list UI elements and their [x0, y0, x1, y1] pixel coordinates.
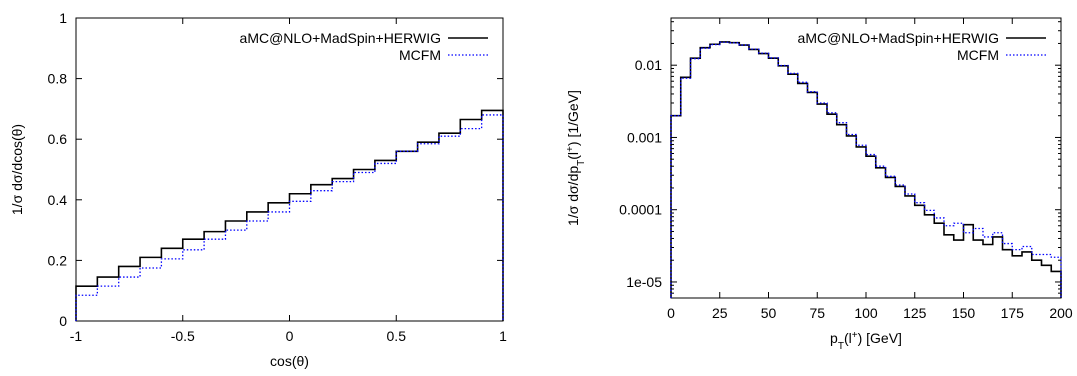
x-tick-label: -1 [70, 328, 83, 344]
x-axis-label: pT(l+) [GeV] [830, 330, 902, 352]
chart-costheta: -1 -0.5 0 0.5 1 0 0.2 0.4 0.6 0.8 1 cos(θ) 1/σ dσ/dc… [9, 10, 507, 369]
legend-label: aMC@NLO+MadSpin+HERWIG [240, 30, 441, 46]
x-tick-label: 175 [1001, 305, 1025, 321]
legend-label: aMC@NLO+MadSpin+HERWIG [798, 30, 999, 46]
x-tick-label: 50 [761, 305, 777, 321]
y-tick-label: 1 [59, 10, 67, 26]
x-tick-label: -0.5 [171, 328, 195, 344]
y-tick-label: 0.01 [635, 57, 662, 73]
series-line [75, 114, 504, 321]
series-line [670, 41, 1062, 298]
y-tick-label: 0.2 [48, 252, 68, 268]
y-tick-label: 0.0001 [619, 202, 662, 218]
y-axis-label: 1/σ dσ/dpT(l+) [1/GeV] [565, 90, 587, 226]
x-tick-label: 150 [952, 305, 976, 321]
series-line [75, 109, 504, 321]
y-tick-label: 0.8 [48, 71, 68, 87]
y-tick-label: 0 [59, 313, 67, 329]
x-tick-label: 75 [809, 305, 825, 321]
x-tick-label: 0 [286, 328, 294, 344]
x-tick-label: 25 [712, 305, 728, 321]
y-tick-label: 1e-05 [626, 274, 662, 290]
y-axis-label: 1/σ dσ/dcos(θ) [9, 124, 25, 215]
series-line [670, 41, 1062, 298]
plot-frame [670, 17, 1062, 299]
y-tick-label: 0.4 [48, 192, 68, 208]
y-tick-label: 0.001 [627, 129, 662, 145]
x-tick-label: 125 [903, 305, 927, 321]
y-tick-label: 0.6 [48, 131, 68, 147]
x-tick-label: 1 [499, 328, 507, 344]
x-tick-label: 100 [854, 305, 878, 321]
legend-label: MCFM [399, 47, 441, 63]
x-tick-label: 0 [667, 305, 675, 321]
x-tick-label: 200 [1049, 305, 1073, 321]
chart-lepton-pt: 0 25 50 75 100 125 150 175 200 1e-05 0.0001 0.001 0.… [565, 17, 1073, 352]
legend-label: MCFM [957, 47, 999, 63]
x-axis-label: cos(θ) [270, 353, 309, 369]
x-tick-label: 0.5 [387, 328, 407, 344]
